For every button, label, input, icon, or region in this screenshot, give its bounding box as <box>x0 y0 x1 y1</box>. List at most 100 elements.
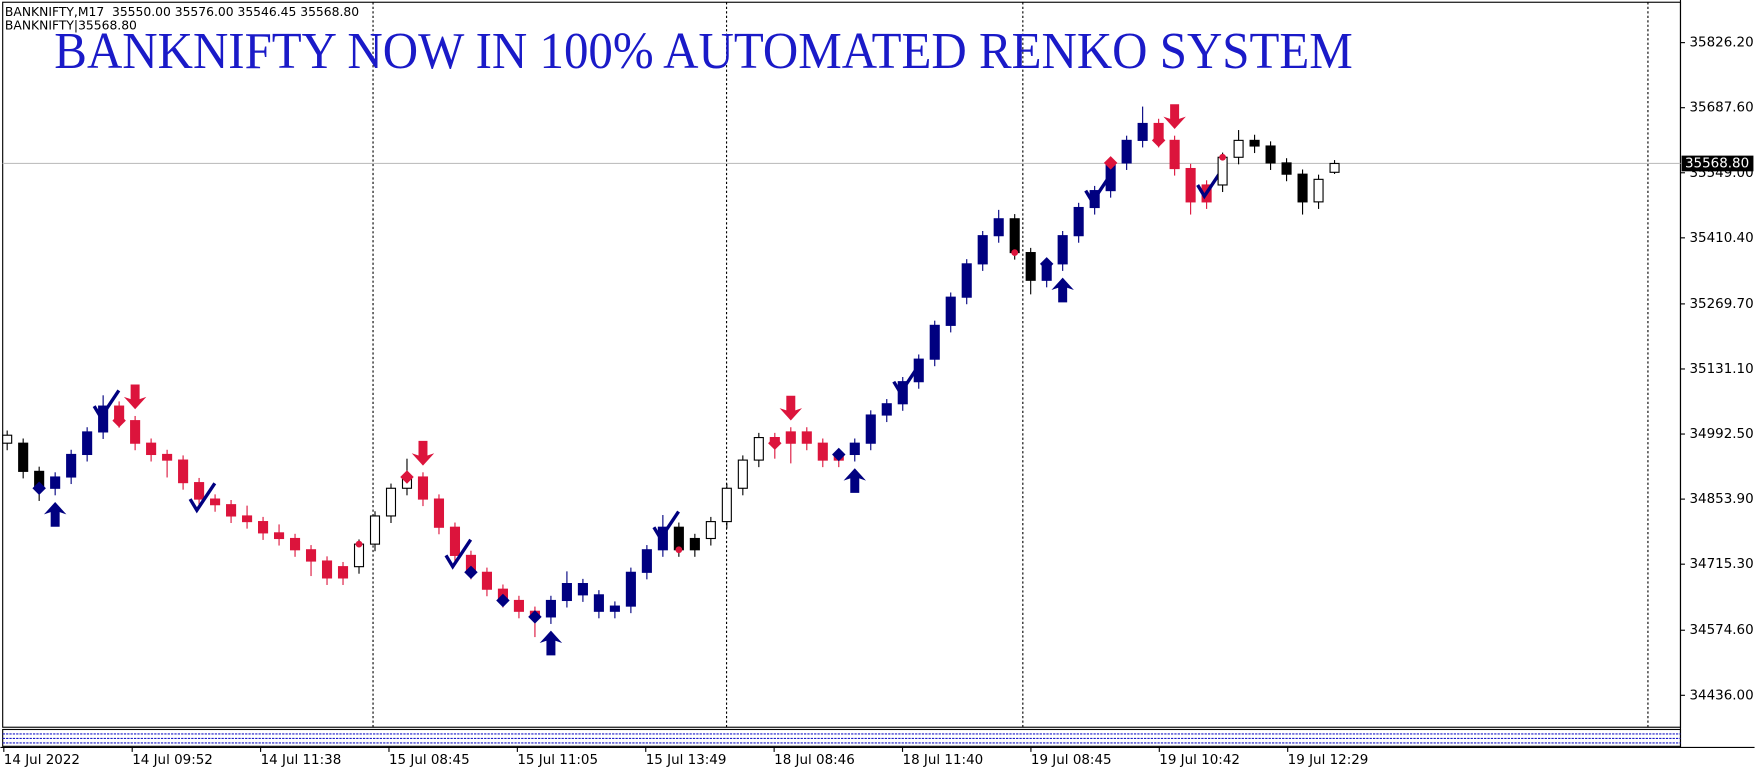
candle-body <box>705 521 716 540</box>
check-mark <box>652 510 680 542</box>
diamond-marker <box>528 610 542 624</box>
candle-body <box>977 235 988 265</box>
candle-body <box>657 526 668 551</box>
candle-body <box>673 526 684 551</box>
candle-body <box>513 599 524 612</box>
candle-body <box>369 515 381 545</box>
x-tick-label: 15 Jul 13:49 <box>646 753 727 768</box>
diamond-marker <box>1039 257 1054 271</box>
candle-body <box>897 381 908 405</box>
x-tick-label: 15 Jul 08:45 <box>389 753 470 768</box>
indicator-window <box>2 728 1682 747</box>
candle-body <box>1137 122 1148 141</box>
candle-body <box>194 482 205 500</box>
plot-frame <box>2 1 1682 728</box>
candle-body <box>945 296 956 326</box>
dot-marker <box>355 540 363 548</box>
candle-body <box>289 537 301 551</box>
candle-body <box>66 453 77 478</box>
candle-body <box>817 442 828 461</box>
candle-body <box>353 543 365 568</box>
x-tick-label: 15 Jul 11:05 <box>517 753 598 768</box>
candle-body <box>721 487 732 523</box>
candle-body <box>1169 139 1180 170</box>
candle-body <box>178 459 189 484</box>
candle-body <box>1217 156 1228 186</box>
candle-body <box>162 453 173 461</box>
candle-body <box>1025 252 1036 281</box>
check-mark <box>1196 168 1224 200</box>
candle-body <box>849 442 860 456</box>
price-label: 35568.80 <box>1685 156 1749 171</box>
candle-body <box>210 498 221 506</box>
candle-body <box>865 414 876 444</box>
candle-body <box>1009 218 1020 254</box>
candle-body <box>50 476 61 489</box>
candle-body <box>1057 235 1068 265</box>
candle-body <box>82 431 93 456</box>
candle-body <box>1281 162 1292 175</box>
candle-body <box>1313 178 1324 203</box>
candle-body <box>18 442 29 472</box>
check-mark <box>92 389 121 421</box>
candle-body <box>98 405 109 433</box>
dot-marker <box>675 546 683 554</box>
candle-body <box>433 498 445 528</box>
candle-body <box>785 431 796 444</box>
x-tick-label: 14 Jul 11:38 <box>261 753 342 768</box>
sell-arrow <box>411 440 435 466</box>
diamond-marker <box>768 436 782 450</box>
y-tick-label: 34992.50 <box>1689 427 1753 442</box>
buy-arrow <box>843 468 866 493</box>
candle-body <box>1233 139 1244 158</box>
candle-body <box>561 583 572 602</box>
y-tick-label: 34853.90 <box>1689 492 1753 507</box>
y-tick-label: 35687.60 <box>1689 101 1753 116</box>
candle-body <box>1121 139 1132 164</box>
x-tick-label: 18 Jul 08:46 <box>774 753 855 768</box>
candle-body <box>737 459 748 489</box>
diamond-marker <box>832 447 846 462</box>
sell-arrow <box>123 384 147 410</box>
x-tick-label: 18 Jul 11:40 <box>903 753 984 768</box>
check-mark <box>444 538 473 570</box>
sell-arrow <box>1163 104 1186 129</box>
candle-body <box>993 218 1004 237</box>
candle-body <box>1297 173 1308 203</box>
candle-body <box>481 571 493 590</box>
candle-body <box>593 594 604 612</box>
candle-body <box>689 537 700 551</box>
candle-body <box>609 605 620 612</box>
check-mark <box>892 365 920 397</box>
x-tick-label: 14 Jul 09:52 <box>132 753 213 768</box>
candle-body <box>929 324 940 360</box>
candle-body <box>385 487 397 517</box>
candle-body <box>577 583 588 596</box>
candle-body <box>1265 145 1276 164</box>
diamond-marker <box>464 565 478 580</box>
buy-arrow <box>539 630 563 656</box>
buy-arrow <box>1051 277 1074 303</box>
candle-body <box>753 436 764 461</box>
candle-body <box>881 403 892 416</box>
candle-body <box>913 358 924 383</box>
diamond-marker <box>400 470 414 484</box>
diamond-marker <box>496 593 510 608</box>
candle-body <box>961 263 972 298</box>
check-mark <box>188 482 217 514</box>
candle-body <box>273 532 285 540</box>
y-tick-label: 35410.40 <box>1689 231 1753 246</box>
candle-body <box>321 560 333 579</box>
dot-marker <box>1011 249 1019 256</box>
y-tick-label: 34436.00 <box>1689 688 1753 703</box>
candle-body <box>1185 167 1196 203</box>
x-tick-label: 19 Jul 10:42 <box>1159 753 1240 768</box>
y-tick-label: 35269.70 <box>1689 297 1753 312</box>
candle-body <box>417 476 429 500</box>
candle-body <box>1249 139 1260 147</box>
buy-arrow <box>43 502 67 527</box>
y-tick-label: 34715.30 <box>1689 557 1753 572</box>
candle-body <box>146 442 157 456</box>
candle-body <box>449 526 461 556</box>
